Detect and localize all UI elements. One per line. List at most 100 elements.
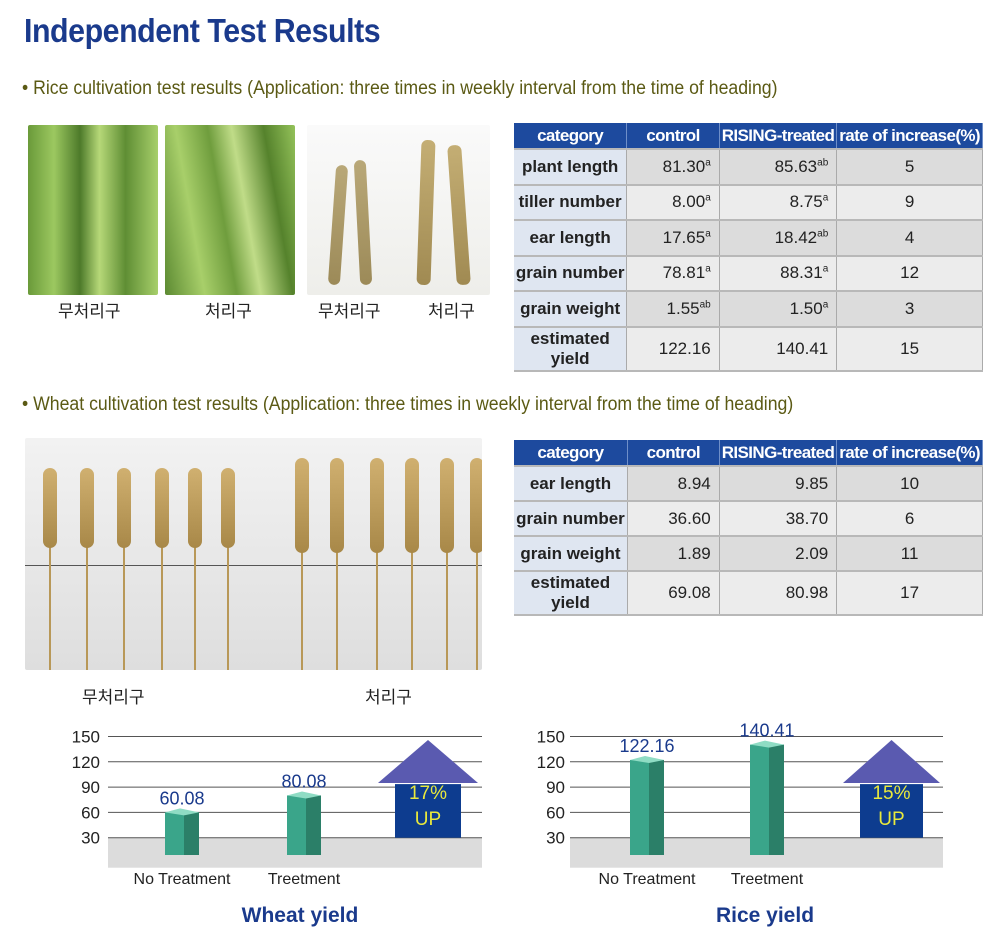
chart-title: Wheat yield — [242, 904, 359, 927]
y-tick-label: 150 — [72, 728, 100, 747]
wheat-stem — [376, 548, 378, 670]
wheat-stem — [86, 543, 88, 670]
rate-cell: 9 — [836, 183, 983, 220]
wheat-caption: 처리구 — [365, 688, 412, 708]
bar-top — [165, 808, 199, 816]
bar-side — [769, 744, 784, 855]
x-category-label: Treetment — [268, 871, 341, 888]
y-tick-label: 90 — [81, 778, 100, 797]
control-value: 69.08 — [668, 583, 711, 602]
table-row: grain number 78.81a 88.31a 12 — [514, 254, 983, 291]
significance-mark: a — [705, 263, 711, 275]
table-row: ear length 17.65a 18.42ab 4 — [514, 219, 983, 256]
wheat-ear — [221, 468, 235, 548]
rice-photo-treated — [165, 125, 295, 295]
treated-value: 8.75 — [789, 192, 823, 212]
rice-caption: 무처리구 — [58, 302, 121, 322]
control-value: 78.81 — [662, 263, 706, 283]
increase-percent: 17% — [409, 783, 447, 804]
page-title: Independent Test Results — [24, 12, 381, 49]
table-row: grain number 36.60 38.70 6 — [514, 500, 983, 536]
wheat-caption: 무처리구 — [82, 688, 145, 708]
control-cell: 122.16 — [626, 325, 720, 372]
category-cell: plant length — [514, 148, 628, 185]
wheat-stem — [446, 548, 448, 670]
control-cell: 81.30a — [626, 148, 720, 185]
wheat-heading: • Wheat cultivation test results (Applic… — [22, 394, 794, 415]
treated-cell: 140.41 — [719, 325, 838, 372]
y-tick-label: 60 — [81, 803, 100, 822]
control-value: 36.60 — [668, 508, 711, 528]
arrow-shaft — [395, 784, 461, 838]
wheat-ear — [188, 468, 202, 548]
rice-ear-photo — [307, 125, 490, 295]
wheat-ear — [155, 468, 169, 548]
control-cell: 1.55ab — [626, 290, 720, 327]
wheat-stem — [227, 543, 229, 670]
table-row: plant length 81.30a 85.63ab 5 — [514, 148, 983, 185]
table-row: estimated yield 69.08 80.98 17 — [514, 570, 983, 616]
control-value: 17.65 — [662, 227, 706, 247]
treated-cell: 2.09 — [719, 535, 838, 571]
treated-value: 85.63 — [774, 156, 818, 176]
control-cell: 8.94 — [627, 465, 720, 501]
wheat-ear — [80, 468, 94, 548]
rice-caption: 처리구 — [428, 302, 475, 322]
wheat-photo — [25, 438, 482, 670]
bar-value-label: 80.08 — [281, 771, 326, 791]
wheat-ear — [330, 458, 344, 553]
rice-yield-chart: 30 60 90 120 150 122.16 No Treatment 140.41 Tree… — [537, 721, 943, 927]
arrow-shaft — [860, 784, 923, 838]
bar-top — [630, 755, 664, 763]
y-tick-label: 150 — [537, 728, 565, 747]
wheat-stem — [123, 543, 125, 670]
wheat-ear — [295, 458, 309, 553]
rate-cell: 10 — [836, 465, 983, 501]
wheat-results-table: category control RISING-treated rate of inc… — [514, 440, 983, 616]
rate-cell: 3 — [836, 290, 983, 327]
category-cell: grain weight — [514, 535, 628, 571]
category-cell: ear length — [514, 219, 628, 256]
treated-cell: 9.85 — [719, 465, 838, 501]
column-header: rate of increase(%) — [836, 440, 983, 466]
x-category-label: No Treatment — [599, 871, 696, 888]
rice-results-table: category control RISING-treated rate of inc… — [514, 123, 983, 372]
treated-value: 88.31 — [780, 263, 823, 283]
control-value: 122.16 — [658, 338, 711, 358]
arrow-head — [843, 740, 940, 783]
column-header: control — [627, 440, 720, 466]
bar-top — [287, 791, 321, 799]
rate-cell: 17 — [836, 570, 983, 616]
chart-title: Rice yield — [716, 904, 814, 927]
column-header: RISING-treated — [719, 123, 838, 149]
treated-value: 140.41 — [776, 338, 829, 358]
rate-cell: 15 — [836, 325, 983, 372]
category-cell: grain number — [514, 254, 628, 291]
significance-mark: ab — [699, 299, 711, 311]
rice-photo-untreated — [28, 125, 158, 295]
increase-up-label: UP — [415, 809, 441, 830]
table-row: grain weight 1.55ab 1.50a 3 — [514, 290, 983, 327]
control-cell: 1.89 — [627, 535, 720, 571]
wheat-stem — [411, 548, 413, 670]
bar-side — [306, 795, 321, 855]
rate-cell: 5 — [836, 148, 983, 185]
column-header: category — [514, 440, 628, 466]
significance-mark: a — [822, 299, 829, 311]
table-header-row: category control RISING-treated rate of inc… — [514, 440, 983, 466]
wheat-stem — [161, 543, 163, 670]
category-cell: tiller number — [514, 183, 628, 220]
table-row: ear length 8.94 9.85 10 — [514, 465, 983, 501]
table-row: grain weight 1.89 2.09 11 — [514, 535, 983, 571]
wheat-ear — [370, 458, 384, 553]
control-cell: 8.00a — [626, 183, 720, 220]
rate-cell: 6 — [836, 500, 983, 536]
bar-value-label: 122.16 — [619, 736, 674, 756]
increase-up-label: UP — [878, 809, 904, 830]
rate-cell: 4 — [836, 219, 983, 256]
significance-mark: a — [705, 192, 711, 204]
wheat-yield-chart: 30 60 90 120 150 60.08 No Treatment 80.08 Treetm… — [72, 728, 482, 927]
wheat-ear — [43, 468, 57, 548]
treated-cell: 88.31a — [719, 254, 838, 291]
